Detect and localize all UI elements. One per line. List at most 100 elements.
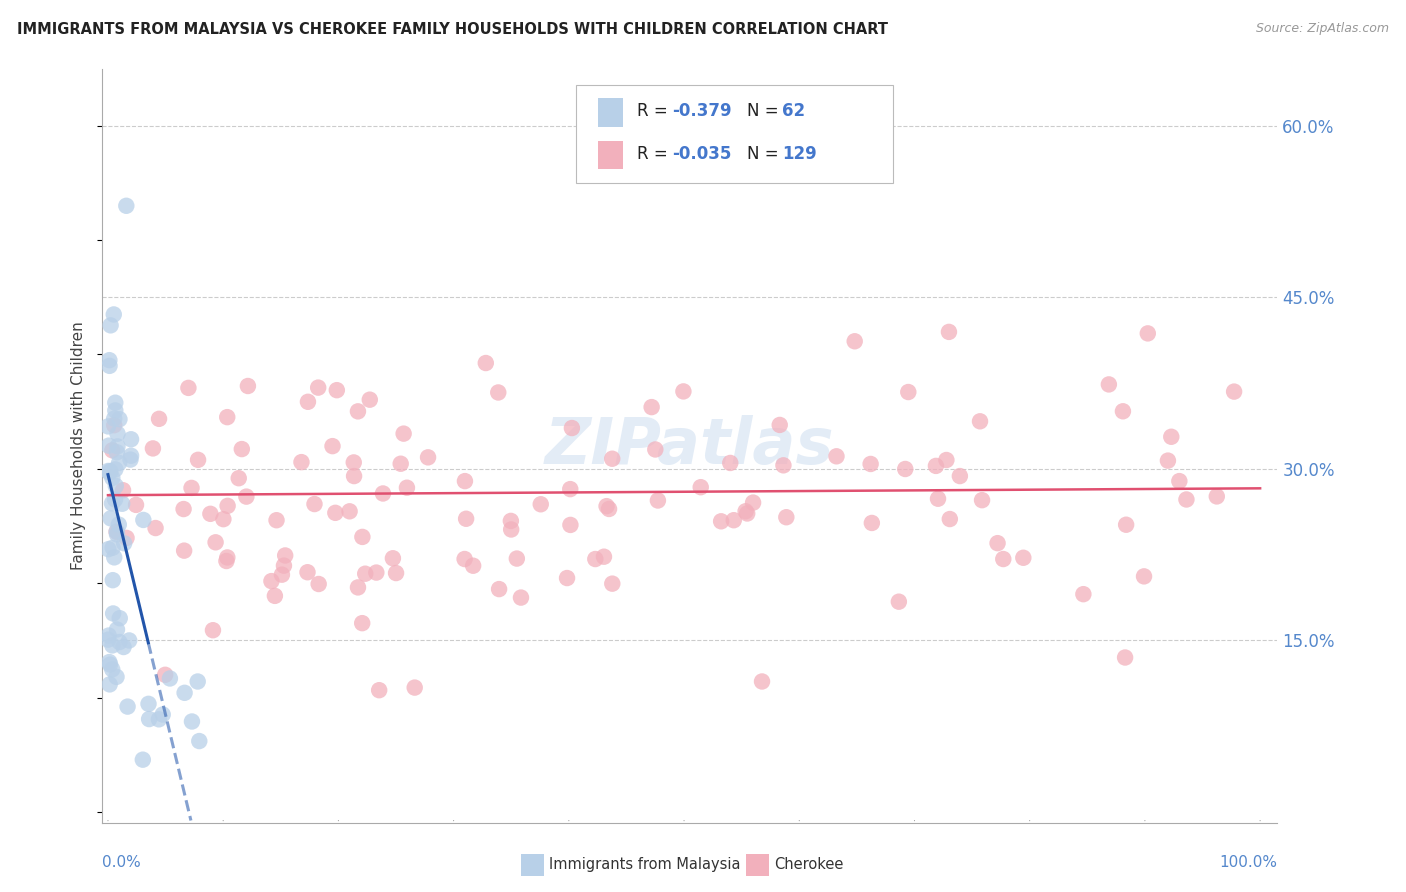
Point: [120, 432, 142, 446]
Point: [859, 457, 882, 471]
Point: [347, 581, 370, 595]
Point: [138, 697, 160, 711]
Point: [97, 628, 120, 642]
Point: [343, 469, 366, 483]
Point: [555, 571, 578, 585]
Point: [181, 714, 204, 729]
Point: [600, 576, 623, 591]
Point: [1205, 490, 1227, 504]
Point: [97, 542, 120, 557]
Point: [100, 464, 122, 478]
Point: [108, 456, 131, 470]
Point: [217, 499, 239, 513]
Point: [264, 589, 287, 603]
Point: [98, 353, 121, 368]
Text: 62: 62: [782, 103, 804, 120]
Point: [1073, 587, 1095, 601]
Point: [935, 453, 957, 467]
Point: [173, 502, 195, 516]
Point: [153, 668, 176, 682]
Point: [354, 566, 377, 581]
Point: [101, 607, 124, 621]
Point: [148, 412, 170, 426]
Point: [132, 753, 155, 767]
Point: [297, 394, 319, 409]
Point: [152, 707, 174, 722]
Point: [104, 492, 127, 507]
Point: [118, 633, 141, 648]
Point: [1223, 384, 1246, 399]
Point: [304, 497, 326, 511]
Point: [120, 452, 142, 467]
Point: [101, 639, 124, 653]
Point: [105, 524, 128, 539]
Point: [104, 403, 127, 417]
Point: [672, 384, 695, 399]
Point: [463, 558, 485, 573]
Point: [530, 497, 553, 511]
Point: [352, 616, 374, 631]
Point: [1133, 569, 1156, 583]
Point: [560, 517, 582, 532]
Point: [111, 497, 134, 511]
Point: [228, 471, 250, 485]
Point: [371, 486, 394, 500]
Point: [1115, 517, 1137, 532]
Point: [844, 334, 866, 349]
Point: [120, 449, 142, 463]
Text: -0.035: -0.035: [672, 145, 731, 163]
Point: [188, 734, 211, 748]
Point: [111, 483, 134, 498]
Point: [115, 531, 138, 545]
Point: [105, 527, 128, 541]
Point: [453, 552, 475, 566]
Point: [266, 513, 288, 527]
Y-axis label: Family Households with Children: Family Households with Children: [72, 322, 86, 570]
Point: [993, 552, 1015, 566]
Point: [97, 464, 120, 478]
Point: [98, 677, 121, 691]
Point: [105, 524, 128, 539]
Point: [235, 490, 257, 504]
Text: N =: N =: [747, 145, 783, 163]
Point: [339, 504, 361, 518]
Point: [308, 577, 330, 591]
Point: [710, 514, 733, 528]
Point: [215, 554, 238, 568]
Point: [404, 681, 426, 695]
Text: Immigrants from Malaysia: Immigrants from Malaysia: [550, 857, 741, 872]
Point: [987, 536, 1010, 550]
Point: [271, 567, 294, 582]
Point: [159, 672, 181, 686]
Point: [100, 511, 122, 525]
Point: [723, 513, 745, 527]
Point: [98, 466, 121, 480]
Point: [108, 412, 131, 426]
Point: [217, 550, 239, 565]
Point: [718, 456, 741, 470]
Point: [98, 657, 121, 672]
Point: [112, 640, 135, 654]
Point: [98, 655, 121, 669]
Point: [395, 481, 418, 495]
Point: [969, 414, 991, 428]
Point: [148, 712, 170, 726]
Point: [101, 541, 124, 555]
Point: [101, 573, 124, 587]
Point: [108, 611, 131, 625]
Point: [307, 381, 329, 395]
Point: [101, 662, 124, 676]
Point: [366, 566, 388, 580]
Point: [454, 474, 477, 488]
Point: [104, 462, 127, 476]
Text: 100.0%: 100.0%: [1219, 855, 1278, 870]
Point: [1098, 377, 1121, 392]
Point: [101, 496, 124, 510]
Point: [475, 356, 498, 370]
Point: [970, 493, 993, 508]
Point: [104, 479, 127, 493]
Text: R =: R =: [637, 145, 673, 163]
Point: [112, 536, 135, 550]
Point: [101, 443, 124, 458]
Point: [499, 514, 522, 528]
